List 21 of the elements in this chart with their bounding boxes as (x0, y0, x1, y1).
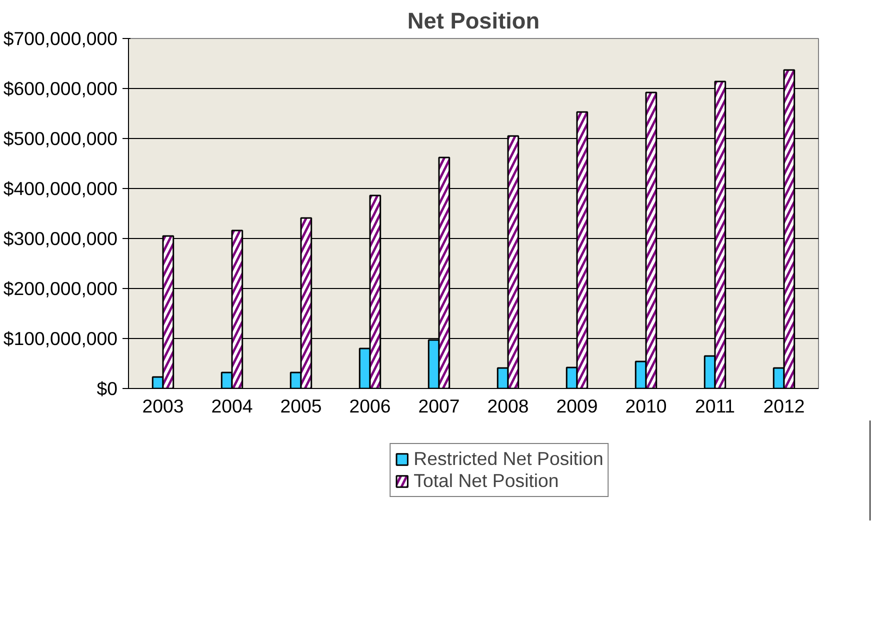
x-tick-label: 2003 (142, 396, 184, 416)
x-tick-label: 2012 (763, 396, 805, 416)
x-tick-label: 2005 (280, 396, 322, 416)
y-tick-label: $100,000,000 (3, 328, 118, 349)
y-tick-label: $600,000,000 (3, 78, 118, 99)
x-tick-label: 2009 (556, 396, 598, 416)
y-tick-label: $500,000,000 (3, 128, 118, 149)
x-tick-label: 2007 (418, 396, 460, 416)
y-tick-label: $400,000,000 (3, 178, 118, 199)
y-tick-label: $0 (96, 378, 118, 399)
x-tick-label: 2006 (349, 396, 391, 416)
x-tick-label: 2010 (625, 396, 667, 416)
y-tick-label: $700,000,000 (3, 28, 118, 49)
x-tick-label: 2008 (487, 396, 529, 416)
legend-label: Restricted Net Position (414, 448, 604, 470)
y-tick-label: $200,000,000 (3, 278, 118, 299)
y-tick-label: $300,000,000 (3, 228, 118, 249)
legend-label: Total Net Position (414, 470, 559, 492)
chart-title: Net Position (407, 8, 540, 34)
x-tick-label: 2011 (694, 396, 736, 416)
x-tick-label: 2004 (211, 396, 253, 416)
